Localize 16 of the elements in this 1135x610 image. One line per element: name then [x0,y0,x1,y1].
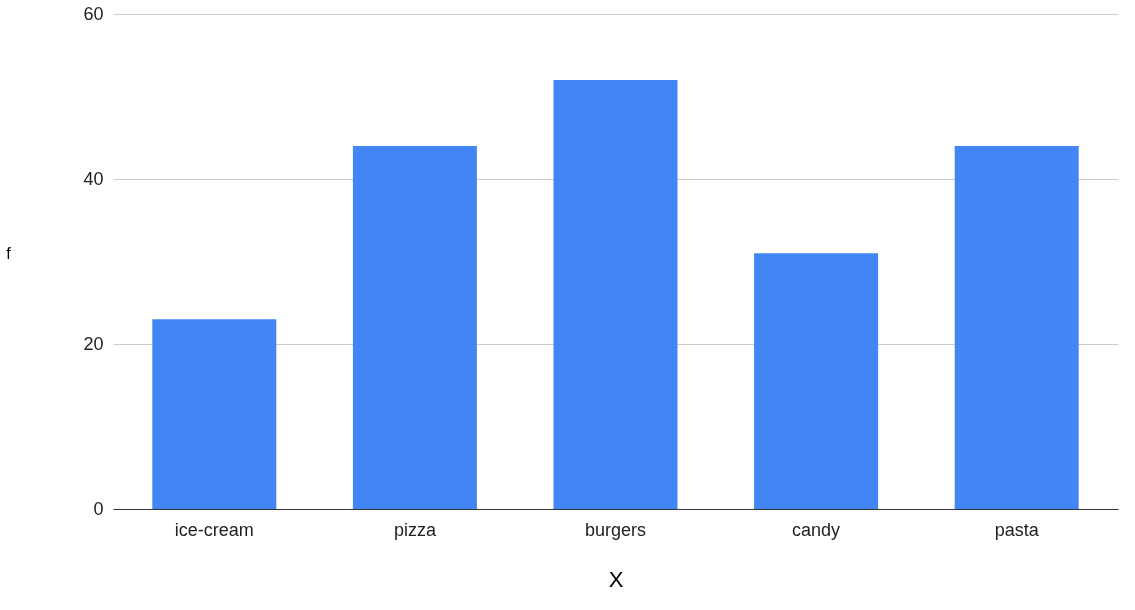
y-tick-label: 40 [83,168,104,189]
x-tick-label: ice-cream [174,519,254,540]
bar [754,253,879,509]
x-axis-title: X [608,566,624,592]
y-axis-title: f [6,245,12,262]
bar [352,146,477,509]
x-tick-label: burgers [584,519,647,540]
bar [954,146,1079,509]
y-tick-label: 60 [83,3,104,24]
y-tick-label: 0 [93,498,104,519]
x-tick-label: pizza [393,519,437,540]
x-tick-label: candy [792,519,841,540]
y-tick-label: 20 [83,333,104,354]
x-tick-label: pasta [994,519,1040,540]
bar [152,319,277,509]
bar [553,80,678,509]
